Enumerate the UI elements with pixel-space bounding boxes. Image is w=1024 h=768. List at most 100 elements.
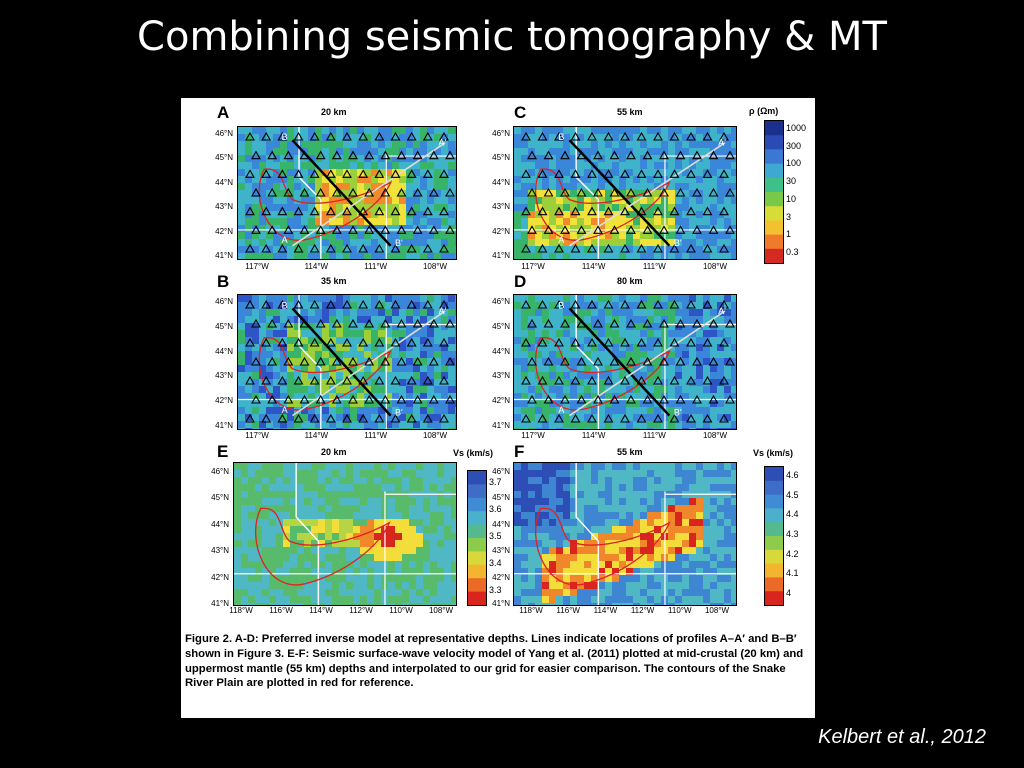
- colorbar-tick-rho-7: 0.3: [786, 247, 799, 258]
- lat-label-d-1: 45°N: [492, 321, 510, 331]
- lon-label-a-2: 111°W: [364, 262, 388, 271]
- lat-label-b-3: 43°N: [215, 371, 233, 381]
- svg-text:A: A: [282, 405, 288, 415]
- map-panel-a: B A' A B': [237, 126, 457, 260]
- lon-label-d-0: 117°W: [521, 431, 545, 440]
- lon-label-a-3: 108°W: [422, 262, 448, 271]
- lat-label-f-1: 45°N: [492, 493, 510, 503]
- lat-label-e-3: 43°N: [211, 546, 229, 556]
- citation-credit: Kelbert et al., 2012: [818, 726, 986, 748]
- lon-label-f-1: 116°W: [556, 606, 580, 615]
- lon-label-c-2: 111°W: [642, 262, 666, 271]
- lon-label-e-0: 118°W: [229, 606, 253, 615]
- svg-text:B: B: [282, 300, 288, 310]
- lon-label-e-2: 114°W: [309, 606, 333, 615]
- lat-label-f-3: 43°N: [492, 546, 510, 556]
- svg-text:A': A': [718, 137, 726, 147]
- lat-label-a-0: 46°N: [215, 129, 233, 138]
- colorbar-tick-e-2: 3.5: [489, 531, 502, 541]
- colorbar-tick-e-0: 3.7: [489, 477, 502, 488]
- svg-text:B: B: [558, 300, 564, 310]
- svg-text:B': B': [395, 408, 403, 418]
- lat-label-a-2: 44°N: [215, 177, 233, 187]
- colorbar-tick-rho-5: 3: [786, 211, 792, 222]
- lat-label-f-4: 42°N: [492, 572, 510, 582]
- lat-label-c-1: 45°N: [492, 153, 510, 163]
- lon-label-d-3: 108°W: [702, 431, 728, 440]
- panel-depth-a: 20 km: [321, 107, 347, 117]
- colorbar-tick-rho-3: 30: [786, 176, 797, 187]
- lon-label-a-1: 114°W: [304, 262, 329, 271]
- colorbar-tick-f-3: 4.3: [786, 529, 799, 539]
- svg-text:A': A': [439, 137, 447, 147]
- colorbar-vs-f-title: Vs (km/s): [753, 448, 794, 458]
- panel-label-b: B: [217, 272, 230, 291]
- lon-label-f-4: 110°W: [668, 606, 692, 615]
- colorbar-tick-e-3: 3.4: [489, 557, 502, 568]
- lat-label-c-0: 46°N: [492, 129, 510, 138]
- lon-label-b-0: 117°W: [245, 431, 269, 440]
- svg-text:A: A: [558, 235, 564, 245]
- lon-label-e-4: 110°W: [389, 606, 413, 615]
- lon-label-b-1: 114°W: [304, 431, 329, 440]
- svg-text:A': A': [439, 306, 447, 316]
- lon-label-c-1: 114°W: [581, 262, 606, 271]
- lat-label-d-4: 42°N: [492, 396, 510, 406]
- lat-label-f-2: 44°N: [492, 519, 510, 529]
- colorbar-tick-rho-4: 10: [786, 193, 797, 204]
- map-panel-c: B A' A B': [513, 126, 737, 260]
- lat-label-e-2: 44°N: [211, 519, 229, 529]
- lat-label-b-1: 45°N: [215, 321, 233, 331]
- lat-label-f-5: 41°N: [492, 599, 510, 608]
- lat-label-e-5: 41°N: [211, 599, 229, 608]
- svg-text:B': B': [674, 238, 682, 248]
- lon-label-b-3: 108°W: [422, 431, 448, 440]
- lat-label-a-1: 45°N: [215, 153, 233, 163]
- panel-label-f: F: [514, 442, 525, 461]
- colorbar-rho-title: ρ (Ωm): [749, 106, 779, 116]
- colorbar-vs-e-title: Vs (km/s): [453, 448, 494, 458]
- map-panel-e: [233, 462, 457, 606]
- lat-label-d-0: 46°N: [492, 297, 510, 306]
- map-panel-f: [513, 462, 737, 606]
- colorbar-tick-rho-0: 1000: [786, 122, 807, 133]
- lon-label-a-0: 117°W: [245, 262, 269, 271]
- colorbar-tick-f-5: 4.1: [786, 568, 799, 579]
- lat-label-c-2: 44°N: [492, 177, 510, 187]
- lat-label-d-5: 41°N: [492, 421, 510, 430]
- panel-depth-b: 35 km: [321, 276, 347, 286]
- lat-label-b-0: 46°N: [215, 297, 233, 306]
- colorbar-tick-e-1: 3.6: [489, 504, 502, 515]
- lon-label-c-3: 108°W: [702, 262, 728, 271]
- lon-label-e-5: 108°W: [428, 606, 454, 615]
- lon-label-f-3: 112°W: [630, 606, 655, 615]
- figure-image: A 20 km B A' A B' C 55 km B A' A B' B 35 km B A…: [181, 98, 815, 718]
- panel-label-e: E: [217, 442, 229, 461]
- colorbar-rho: [764, 120, 784, 264]
- svg-text:A: A: [558, 405, 564, 415]
- panel-depth-e: 20 km: [321, 447, 347, 457]
- colorbar-tick-f-4: 4.2: [786, 548, 799, 559]
- panel-depth-f: 55 km: [617, 447, 643, 457]
- colorbar-tick-rho-6: 1: [786, 229, 792, 240]
- figure-caption: Figure 2. A-D: Preferred inverse model a…: [185, 633, 804, 690]
- svg-text:B: B: [558, 132, 564, 142]
- colorbar-tick-e-4: 3.3: [489, 584, 502, 595]
- lat-label-f-0: 46°N: [492, 467, 510, 476]
- panel-depth-d: 80 km: [617, 276, 643, 286]
- lon-label-d-1: 114°W: [581, 431, 606, 440]
- lon-label-e-3: 112°W: [349, 606, 373, 615]
- lon-label-f-2: 114°W: [593, 606, 618, 615]
- svg-text:B': B': [395, 238, 403, 248]
- panel-depth-c: 55 km: [617, 107, 643, 117]
- lat-label-c-3: 43°N: [492, 202, 510, 212]
- lat-label-a-5: 41°N: [215, 251, 233, 260]
- lat-label-d-3: 43°N: [492, 371, 510, 381]
- lat-label-a-3: 43°N: [215, 202, 233, 212]
- lon-label-f-5: 108°W: [704, 606, 730, 615]
- colorbar-tick-f-2: 4.4: [786, 509, 799, 520]
- lon-label-c-0: 117°W: [521, 262, 545, 271]
- svg-text:A': A': [718, 306, 726, 316]
- svg-text:A: A: [282, 235, 288, 245]
- colorbar-vs-e: [467, 470, 487, 606]
